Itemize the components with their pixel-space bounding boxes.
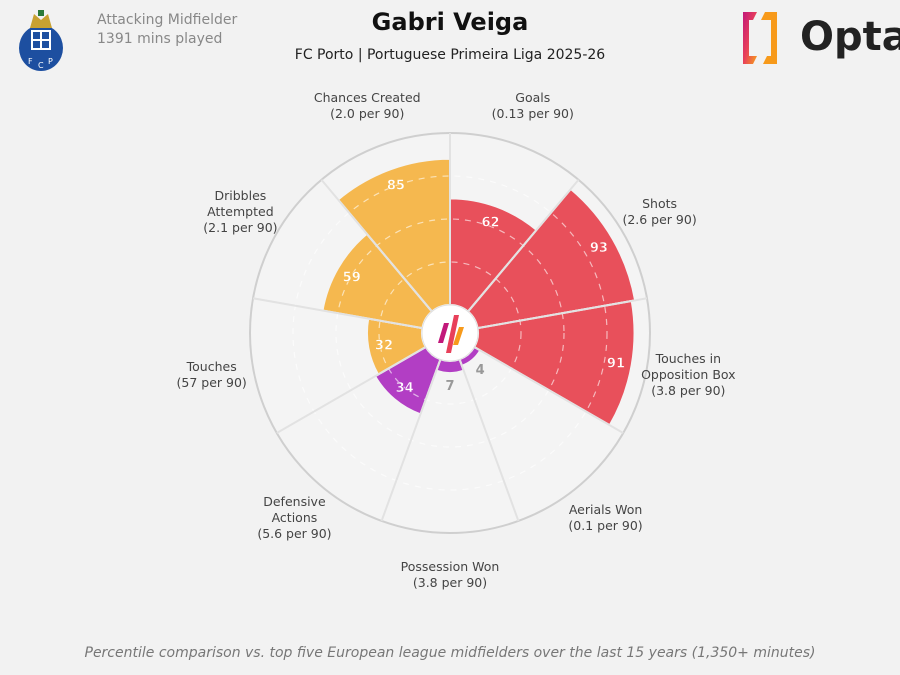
category-per90: (5.6 per 90): [257, 526, 332, 542]
opta-logo-text: Opta: [800, 14, 900, 60]
category-name: Goals: [515, 89, 551, 105]
center-logo-icon: [453, 327, 464, 345]
svg-text:P: P: [48, 57, 53, 66]
player-info: Attacking Midfielder 1391 mins played: [97, 11, 237, 49]
value-label: 85: [387, 178, 405, 193]
slice-divider: [449, 332, 624, 434]
category-label: Touches in Opposition Box (3.8 per 90): [641, 351, 736, 399]
category-name: Actions: [271, 510, 318, 526]
category-label: Shots (2.6 per 90): [622, 196, 696, 228]
page-subtitle: FC Porto | Portuguese Primeira Liga 2025…: [294, 47, 606, 63]
category-per90: (3.8 per 90): [412, 575, 488, 590]
category-name: Attempted: [207, 204, 274, 219]
category-per90: (2.1 per 90): [203, 220, 278, 235]
category-per90: (0.1 per 90): [568, 518, 643, 534]
category-label: Possession Won (3.8 per 90): [401, 559, 500, 591]
category-name: Aerials Won: [568, 502, 643, 518]
category-label: Defensive Actions (5.6 per 90): [257, 494, 331, 542]
value-label: 91: [607, 356, 625, 371]
category-per90: (3.8 per 90): [651, 383, 726, 399]
footer-note: Percentile comparison vs. top five Europ…: [84, 645, 816, 661]
category-label: Goals (0.13 per 90): [492, 90, 574, 122]
slice-divider: [276, 332, 451, 434]
category-per90: (57 per 90): [176, 375, 247, 391]
category-name: Possession Won: [400, 559, 500, 574]
category-name: Touches in: [655, 351, 722, 367]
minutes-played: 1391 mins played: [97, 31, 223, 47]
value-label: 4: [476, 363, 485, 378]
slice-divider: [320, 179, 451, 334]
slice-divider: [449, 297, 648, 334]
slice-divider: [252, 297, 451, 334]
category-label: Chances Created (2.0 per 90): [314, 90, 421, 122]
center-logo-icon: [446, 315, 459, 353]
grid-ring: [335, 218, 565, 448]
svg-text:F: F: [28, 57, 33, 66]
value-label: 7: [445, 379, 454, 394]
category-name: Dribbles: [214, 188, 267, 203]
category-label: Touches (57 per 90): [177, 359, 247, 391]
category-name: Opposition Box: [641, 367, 736, 383]
category-name: Shots: [642, 196, 678, 211]
value-label: 62: [482, 216, 500, 231]
grid-ring: [292, 175, 608, 491]
category-per90: (2.0 per 90): [330, 105, 405, 121]
value-label: 93: [590, 241, 608, 256]
value-label: 59: [343, 270, 361, 285]
category-name: Touches: [186, 359, 237, 375]
category-name: Defensive: [263, 494, 326, 510]
page-title: Gabri Veiga: [371, 8, 529, 36]
value-label: 34: [396, 381, 414, 396]
category-label: Aerials Won (0.1 per 90): [568, 502, 642, 534]
value-label: 32: [375, 339, 393, 354]
slice-divider: [449, 332, 520, 522]
category-per90: (0.13 per 90): [491, 105, 574, 121]
slice-divider: [449, 179, 580, 334]
opta-logo-icon: [743, 12, 777, 64]
category-per90: (2.6 per 90): [622, 212, 697, 227]
center-circle: [421, 304, 479, 362]
category-name: Chances Created: [313, 89, 421, 105]
grid-ring: [378, 261, 522, 405]
center-logo-icon: [438, 323, 449, 343]
slice-divider: [380, 332, 451, 522]
svg-text:C: C: [38, 61, 44, 70]
category-label: Dribbles Attempted (2.1 per 90): [203, 188, 277, 236]
player-position: Attacking Midfielder: [97, 12, 238, 28]
